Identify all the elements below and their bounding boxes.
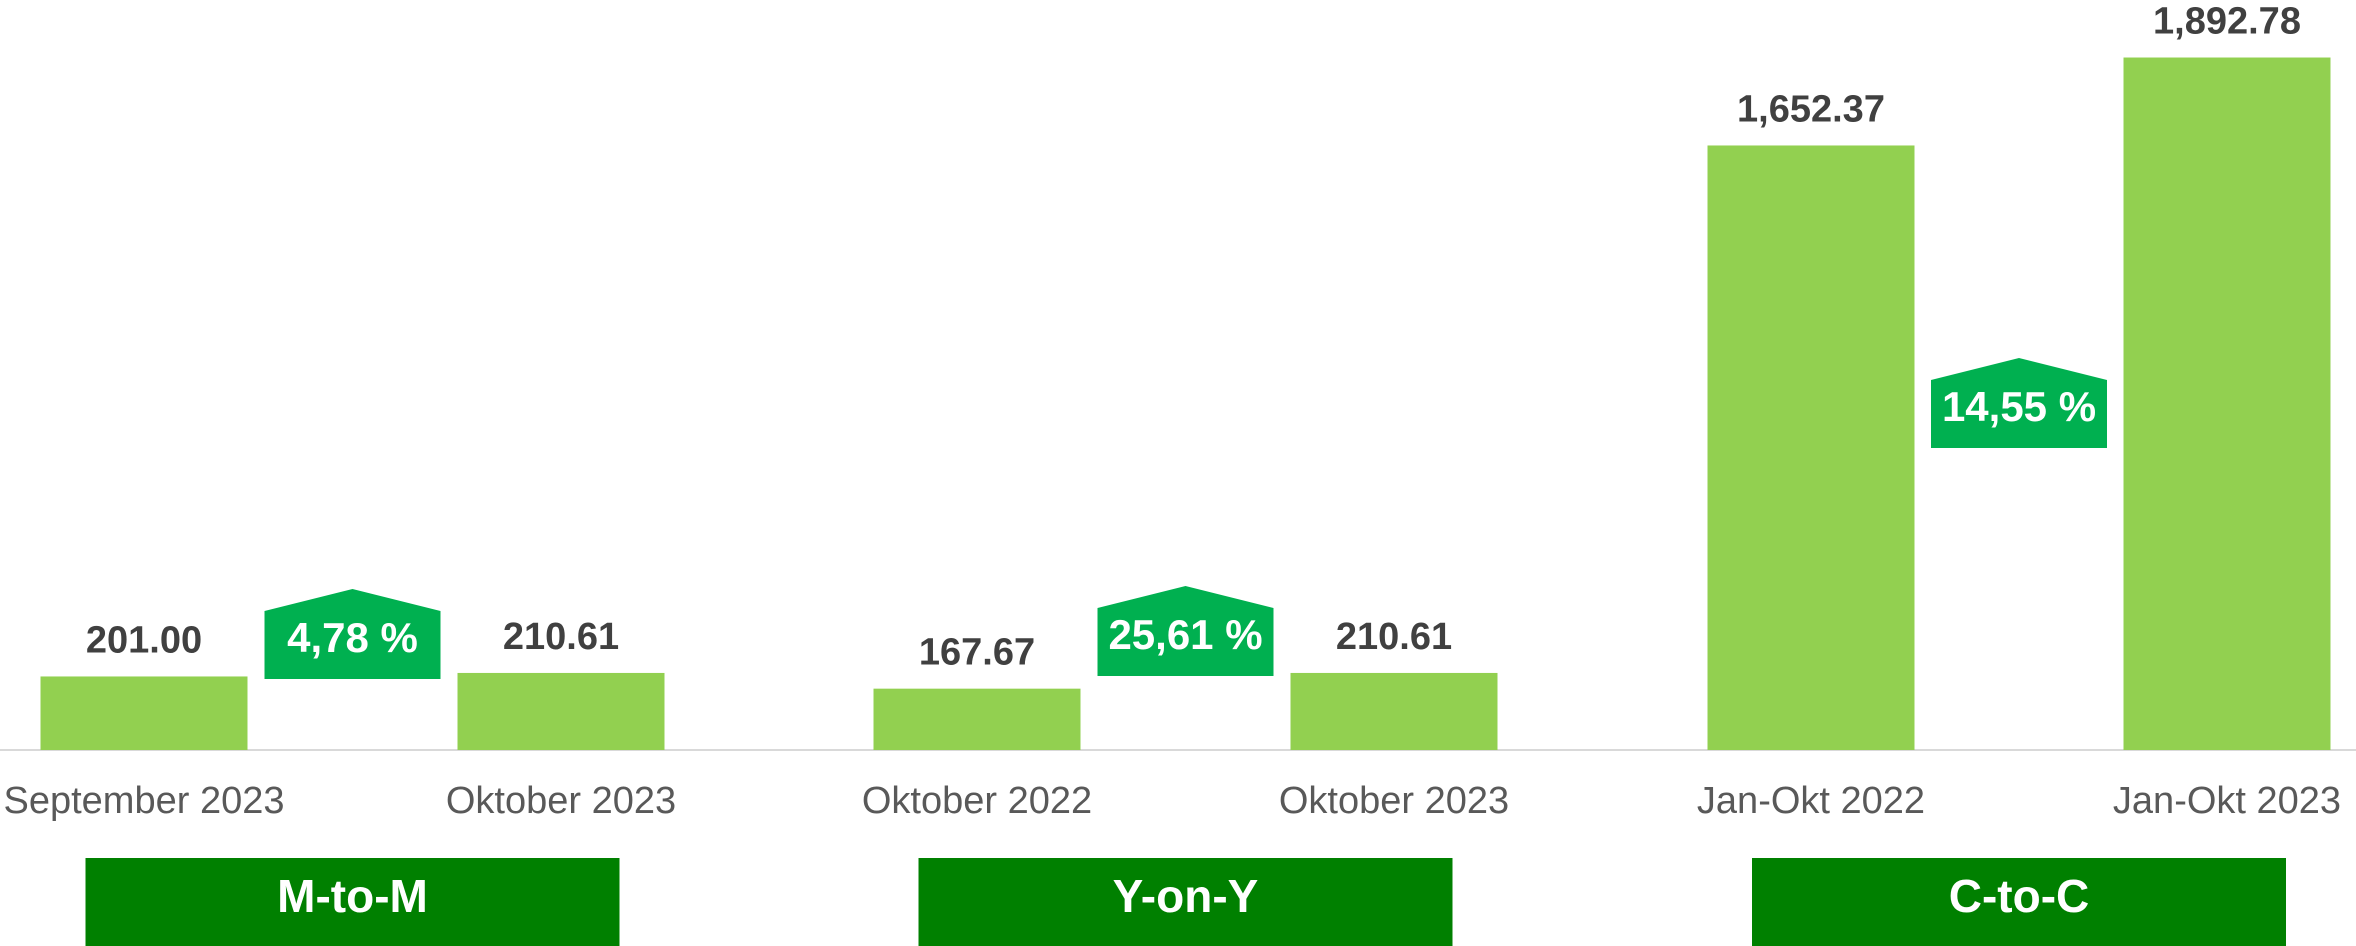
group-box [918, 858, 1453, 946]
change-label: 4,78 % [287, 614, 418, 661]
group-box [85, 858, 620, 946]
bar [2123, 57, 2331, 750]
bar [1290, 672, 1498, 750]
value-label: 167.67 [919, 632, 1035, 674]
bar [1707, 145, 1915, 751]
group-label: C-to-C [1949, 870, 2090, 922]
x-tick-label: Oktober 2023 [446, 780, 676, 822]
group-box [1752, 858, 2286, 946]
x-tick-label: Jan-Okt 2023 [2113, 780, 2341, 822]
change-badge [1097, 586, 1274, 676]
x-tick-label: Oktober 2023 [1279, 780, 1509, 822]
change-label: 25,61 % [1108, 611, 1262, 658]
change-label: 14,55 % [1942, 383, 2096, 430]
bar [40, 676, 248, 750]
x-tick-label: Jan-Okt 2022 [1697, 780, 1925, 822]
group-label: Y-on-Y [1113, 870, 1259, 922]
value-label: 210.61 [1336, 616, 1452, 658]
value-label: 1,652.37 [1737, 89, 1885, 131]
group-label: M-to-M [277, 870, 428, 922]
value-label: 201.00 [86, 619, 202, 661]
bar [873, 688, 1081, 750]
value-label: 210.61 [503, 616, 619, 658]
value-label: 1,892.78 [2153, 1, 2301, 43]
change-badge [264, 589, 441, 679]
x-tick-label: Oktober 2022 [862, 780, 1092, 822]
x-tick-label: September 2023 [4, 780, 285, 822]
change-badge [1931, 358, 2107, 448]
bar [457, 672, 665, 750]
